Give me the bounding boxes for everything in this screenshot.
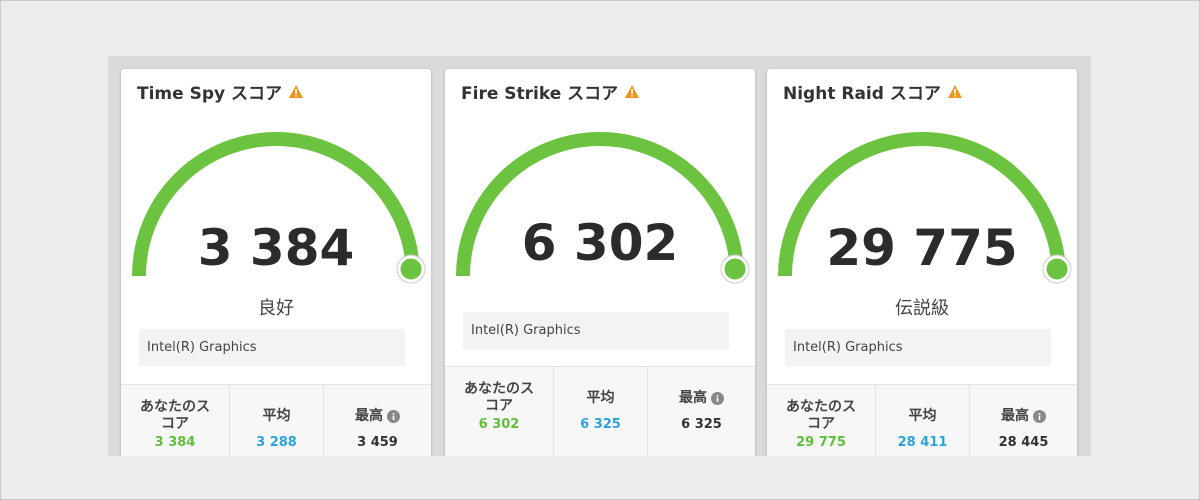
rating: 伝説級 [895,298,949,319]
card-title: Time Spy スコア [137,79,304,104]
stat: 最高 28 445 [969,385,1077,456]
stat-label: 平均 [586,389,615,406]
stat-label-box: 最高 [662,381,741,415]
gpu-name: Intel(R) Graphics [139,329,405,366]
score-card: Fire Strike スコア 6 302 Intel(R) Graphics あなた… [445,69,755,456]
stat-label-box: 最高 [338,399,417,433]
gpu-name: Intel(R) Graphics [785,329,1051,366]
results-panel: Time Spy スコア 3 384 良好 Intel(R) Graphics あなたの… [108,56,1091,456]
stat-label: 最高 [679,389,707,406]
stat-value: 29 775 [796,435,846,450]
stats-row: あなたのスコア 3 384 平均 3 288 最高 3 459 [121,384,431,456]
score: 6 302 [521,214,679,272]
stat: あなたのスコア 3 384 [121,385,229,456]
stat-label-box: 最高 [984,399,1063,433]
stat-value: 28 411 [897,435,948,450]
stat-value: 3 384 [154,435,196,450]
stat-value: 6 325 [681,417,722,432]
stat-value: 28 445 [998,435,1049,450]
rating: 良好 [258,298,294,319]
stat-label: あなたのスコア [140,399,210,432]
stat: あなたのスコア 6 302 [445,367,553,456]
title-text: Night Raid スコア [783,84,941,104]
title-text: Fire Strike スコア [461,84,619,104]
stat-label: 最高 [1001,407,1029,424]
gauge [778,132,1072,284]
card-title: Fire Strike スコア [461,79,640,104]
stat: 最高 6 325 [647,367,755,456]
info-icon[interactable] [711,391,724,405]
warning-icon[interactable] [288,84,304,99]
stat: あなたのスコア 29 775 [767,385,875,456]
stat-value: 3 288 [256,435,297,450]
stat-label: あなたのスコア [786,399,856,432]
warning-icon[interactable] [947,84,963,99]
stat-label-box: 平均 [890,399,955,433]
stat-value: 6 302 [478,417,520,432]
stat-label: 最高 [355,407,383,424]
card-title: Night Raid スコア [783,79,963,104]
stat: 最高 3 459 [323,385,431,456]
info-icon[interactable] [1033,409,1046,423]
stat-label-box: あなたのスコア [781,399,861,433]
stat-label: 平均 [262,407,291,424]
stat-label: 平均 [908,407,937,424]
score: 3 384 [197,219,355,277]
stats-row: あなたのスコア 6 302 平均 6 325 最高 6 325 [445,366,755,456]
stat: 平均 6 325 [553,367,647,456]
score-card: Night Raid スコア 29 775 伝説級 Intel(R) Graphics… [767,69,1077,456]
warning-icon[interactable] [624,84,640,99]
stat-label: あなたのスコア [464,381,534,414]
title-text: Time Spy スコア [137,84,282,104]
score: 29 775 [826,219,1018,277]
stat-label-box: あなたのスコア [135,399,215,433]
stat: 平均 28 411 [875,385,969,456]
stat-value: 3 459 [357,435,398,450]
stats-row: あなたのスコア 29 775 平均 28 411 最高 28 445 [767,384,1077,456]
gauge [132,132,426,284]
stat-label-box: 平均 [244,399,309,433]
stat-label-box: 平均 [568,381,633,415]
stat-value: 6 325 [580,417,621,432]
stat: 平均 3 288 [229,385,323,456]
info-icon[interactable] [387,409,400,423]
gpu-name: Intel(R) Graphics [463,312,729,349]
stat-label-box: あなたのスコア [459,381,539,415]
score-card: Time Spy スコア 3 384 良好 Intel(R) Graphics あなたの… [121,69,431,456]
gauge [456,132,750,284]
